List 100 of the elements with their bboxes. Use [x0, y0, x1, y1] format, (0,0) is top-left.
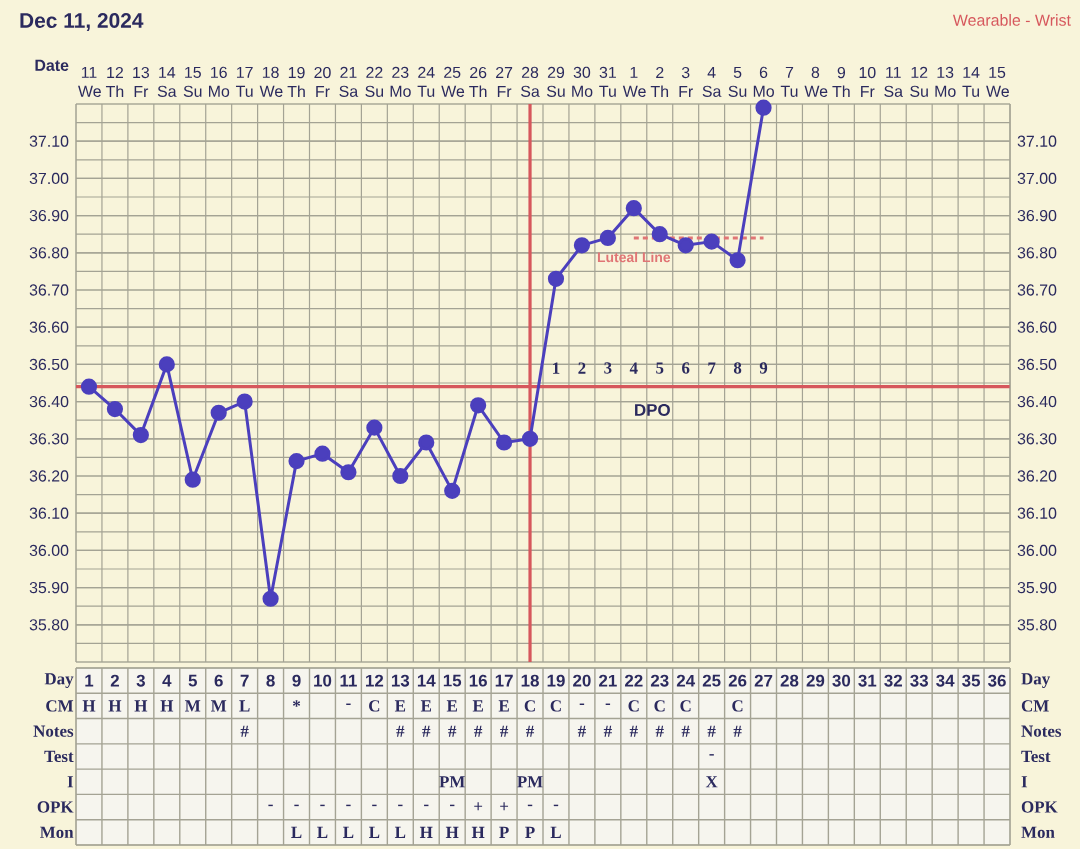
x-tick-label: 13 Fr [133, 67, 150, 98]
y2-tick-label: 36.40 [1017, 396, 1057, 408]
y-tick-label: Mon [40, 826, 74, 839]
text: 18 [521, 674, 539, 687]
text: 30 [832, 674, 851, 687]
y2-tick-label: 37.00 [1017, 172, 1057, 185]
point [703, 233, 720, 250]
x-tick-label: 20 Fr [314, 67, 331, 98]
text: C [654, 700, 665, 712]
point [755, 99, 772, 116]
text: M [210, 700, 227, 712]
x-tick-label: 18 We [259, 66, 283, 98]
y-tick-label: I [67, 776, 74, 788]
text: # [603, 725, 612, 737]
x-tick-label: 13 Mo [935, 66, 956, 98]
annotation: 8 [733, 362, 742, 374]
y-tick-label: 37.10 [29, 135, 69, 147]
text: 35 [962, 674, 981, 687]
point [340, 464, 357, 481]
y-tick-label: Test [44, 751, 74, 763]
x-tick-label: 4 Sa [702, 67, 722, 98]
x-tick-label: 10 Fr [859, 67, 876, 98]
y-tick-label: 36.40 [29, 396, 69, 408]
y-tick-label: 37.00 [29, 172, 69, 185]
text: 15 [443, 674, 462, 687]
text: L [550, 826, 561, 839]
x-tick-label: 28 Sa [521, 66, 540, 98]
text: 19 [547, 674, 565, 687]
text: P [525, 826, 535, 839]
annotation: 3 [604, 362, 612, 374]
x-tick-label: 17 Tu [235, 67, 253, 98]
text: 25 [702, 674, 721, 687]
text: - [346, 804, 351, 807]
x-tick-label: 16 Mo [209, 66, 230, 98]
annotation: 4 [629, 362, 638, 374]
text: 4 [162, 674, 172, 687]
y-tick-label: CM [46, 700, 74, 712]
y-tick-label: 36.80 [29, 247, 69, 259]
text: 5 [188, 674, 197, 687]
y-tick-label: 36.60 [29, 321, 69, 333]
x-tick-label: 15 Su [183, 67, 202, 98]
text: H [134, 700, 148, 712]
text: 14 [417, 674, 436, 687]
point [625, 200, 642, 217]
y2-tick-label: Notes [1021, 725, 1062, 737]
text: + [474, 802, 483, 811]
y2-tick-label: 35.80 [1017, 619, 1057, 631]
x-tick-label: 11 We [78, 67, 101, 98]
text: 9 [292, 674, 301, 687]
text: # [733, 725, 742, 737]
text: 33 [910, 674, 929, 687]
text: 8 [266, 674, 275, 687]
text: 7 [240, 674, 249, 687]
text: # [681, 725, 690, 737]
text: C [680, 700, 691, 712]
y-tick-label: 36.20 [29, 470, 69, 482]
text: 2 [110, 674, 119, 687]
text: # [500, 725, 509, 737]
y-tick-label: 36.00 [29, 544, 69, 557]
text: # [707, 725, 716, 737]
x-tick-label: 12 Th [105, 67, 124, 98]
y-tick-label: 36.90 [29, 210, 69, 222]
x-tick-label: 24 Tu [417, 66, 435, 98]
y2-tick-label: 36.20 [1017, 470, 1057, 482]
point [366, 419, 383, 436]
x-tick-label: 27 Fr [496, 67, 513, 98]
point [573, 237, 591, 254]
x-tick-label: 21 Sa [339, 66, 359, 98]
text: - [320, 804, 325, 807]
x-tick-label: 15 We [986, 67, 1009, 98]
text: # [655, 725, 664, 737]
x-tick-label: 5 Su [728, 67, 747, 98]
text: C [550, 700, 561, 712]
text: L [239, 700, 250, 712]
point [314, 445, 331, 462]
y2-tick-label: 35.90 [1017, 582, 1057, 594]
x-tick-label: 9 Th [832, 67, 850, 98]
point [210, 404, 227, 421]
annotation: DPO [635, 404, 670, 417]
text: 28 [780, 674, 799, 687]
text: C [628, 700, 639, 712]
text: # [396, 725, 405, 737]
y-tick-label: 36.50 [29, 358, 69, 371]
x-tick-label: 19 Th [287, 67, 305, 98]
text: 10 [314, 674, 332, 687]
text: - [527, 804, 533, 807]
point [444, 482, 461, 500]
text: - [398, 804, 403, 807]
x-tick-label: 8 We [804, 66, 828, 98]
annotation: 2 [578, 362, 586, 374]
text: L [343, 826, 354, 839]
y-tick-label: 35.80 [29, 619, 69, 631]
y2-tick-label: Day [1021, 673, 1051, 689]
text: # [240, 725, 249, 737]
x-tick-label: 6 Mo [753, 66, 774, 98]
y-tick-label: 35.90 [29, 582, 69, 594]
text: 12 [366, 674, 384, 687]
text: X [705, 776, 718, 788]
point [521, 430, 539, 448]
text: 13 [391, 674, 410, 687]
